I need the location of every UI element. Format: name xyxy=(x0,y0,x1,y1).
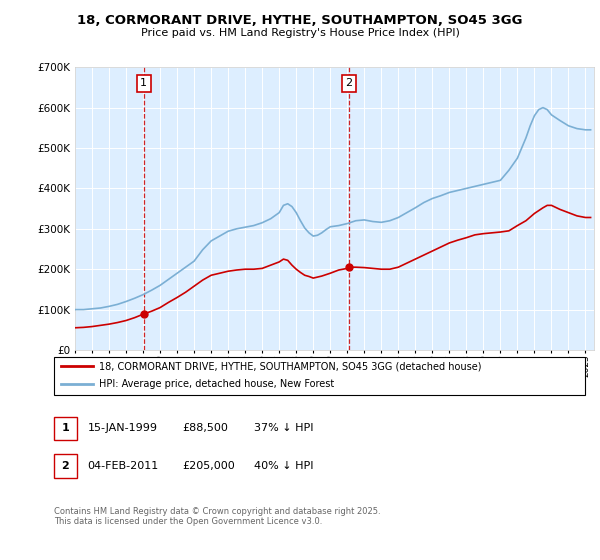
Text: HPI: Average price, detached house, New Forest: HPI: Average price, detached house, New … xyxy=(99,379,334,389)
Text: 40% ↓ HPI: 40% ↓ HPI xyxy=(254,461,313,471)
Text: £88,500: £88,500 xyxy=(182,423,227,433)
Text: 04-FEB-2011: 04-FEB-2011 xyxy=(88,461,159,471)
Text: 15-JAN-1999: 15-JAN-1999 xyxy=(88,423,158,433)
Text: £205,000: £205,000 xyxy=(182,461,235,471)
Text: 2: 2 xyxy=(62,461,69,471)
Text: Price paid vs. HM Land Registry's House Price Index (HPI): Price paid vs. HM Land Registry's House … xyxy=(140,28,460,38)
Text: 1: 1 xyxy=(62,423,69,433)
Text: 2: 2 xyxy=(345,78,352,88)
Text: 18, CORMORANT DRIVE, HYTHE, SOUTHAMPTON, SO45 3GG (detached house): 18, CORMORANT DRIVE, HYTHE, SOUTHAMPTON,… xyxy=(99,361,482,371)
Text: Contains HM Land Registry data © Crown copyright and database right 2025.
This d: Contains HM Land Registry data © Crown c… xyxy=(54,507,380,526)
Text: 37% ↓ HPI: 37% ↓ HPI xyxy=(254,423,313,433)
Text: 1: 1 xyxy=(140,78,147,88)
Text: 18, CORMORANT DRIVE, HYTHE, SOUTHAMPTON, SO45 3GG: 18, CORMORANT DRIVE, HYTHE, SOUTHAMPTON,… xyxy=(77,14,523,27)
